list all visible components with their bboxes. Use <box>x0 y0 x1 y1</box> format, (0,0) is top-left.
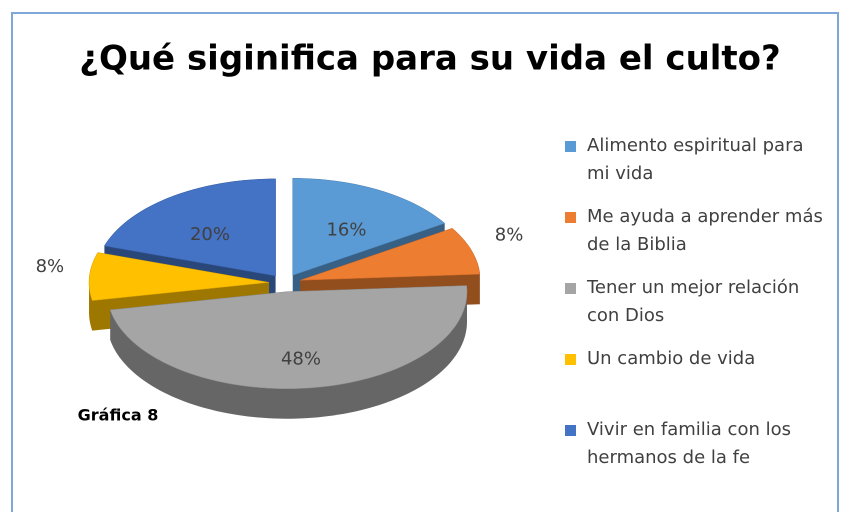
legend: Alimento espiritual para mi vida Me ayuda… <box>565 132 827 487</box>
data-label: 8% <box>495 225 524 246</box>
slice <box>300 228 481 281</box>
legend-swatch <box>565 141 576 152</box>
legend-swatch <box>565 425 576 436</box>
legend-label: Me ayuda a aprender más de la Biblia <box>587 206 823 255</box>
legend-item: Me ayuda a aprender más de la Biblia <box>565 203 827 274</box>
slice <box>88 252 270 301</box>
data-label: 16% <box>326 220 366 241</box>
legend-label: Un cambio de vida <box>587 348 756 369</box>
legend-swatch <box>565 354 576 365</box>
slice <box>292 178 446 276</box>
legend-item: Vivir en familia con los hermanos de la … <box>565 416 827 487</box>
legend-swatch <box>565 212 576 223</box>
legend-label: Tener un mejor relación con Dios <box>587 277 800 326</box>
annotation: Gráfica 8 <box>78 406 159 425</box>
slice <box>103 178 276 277</box>
data-label: 48% <box>281 348 321 369</box>
legend-label: Alimento espiritual para mi vida <box>587 135 804 184</box>
legend-item: Alimento espiritual para mi vida <box>565 132 827 203</box>
data-label: 8% <box>36 256 65 277</box>
legend-swatch <box>565 283 576 294</box>
slice <box>109 285 468 389</box>
data-label: 20% <box>190 224 230 245</box>
legend-label: Vivir en familia con los hermanos de la … <box>587 419 791 468</box>
legend-item: Tener un mejor relación con Dios <box>565 274 827 345</box>
legend-item: Un cambio de vida <box>565 345 827 416</box>
chart-title: ¿Qué siginifica para su vida el culto? <box>79 39 781 79</box>
frame <box>11 12 839 512</box>
